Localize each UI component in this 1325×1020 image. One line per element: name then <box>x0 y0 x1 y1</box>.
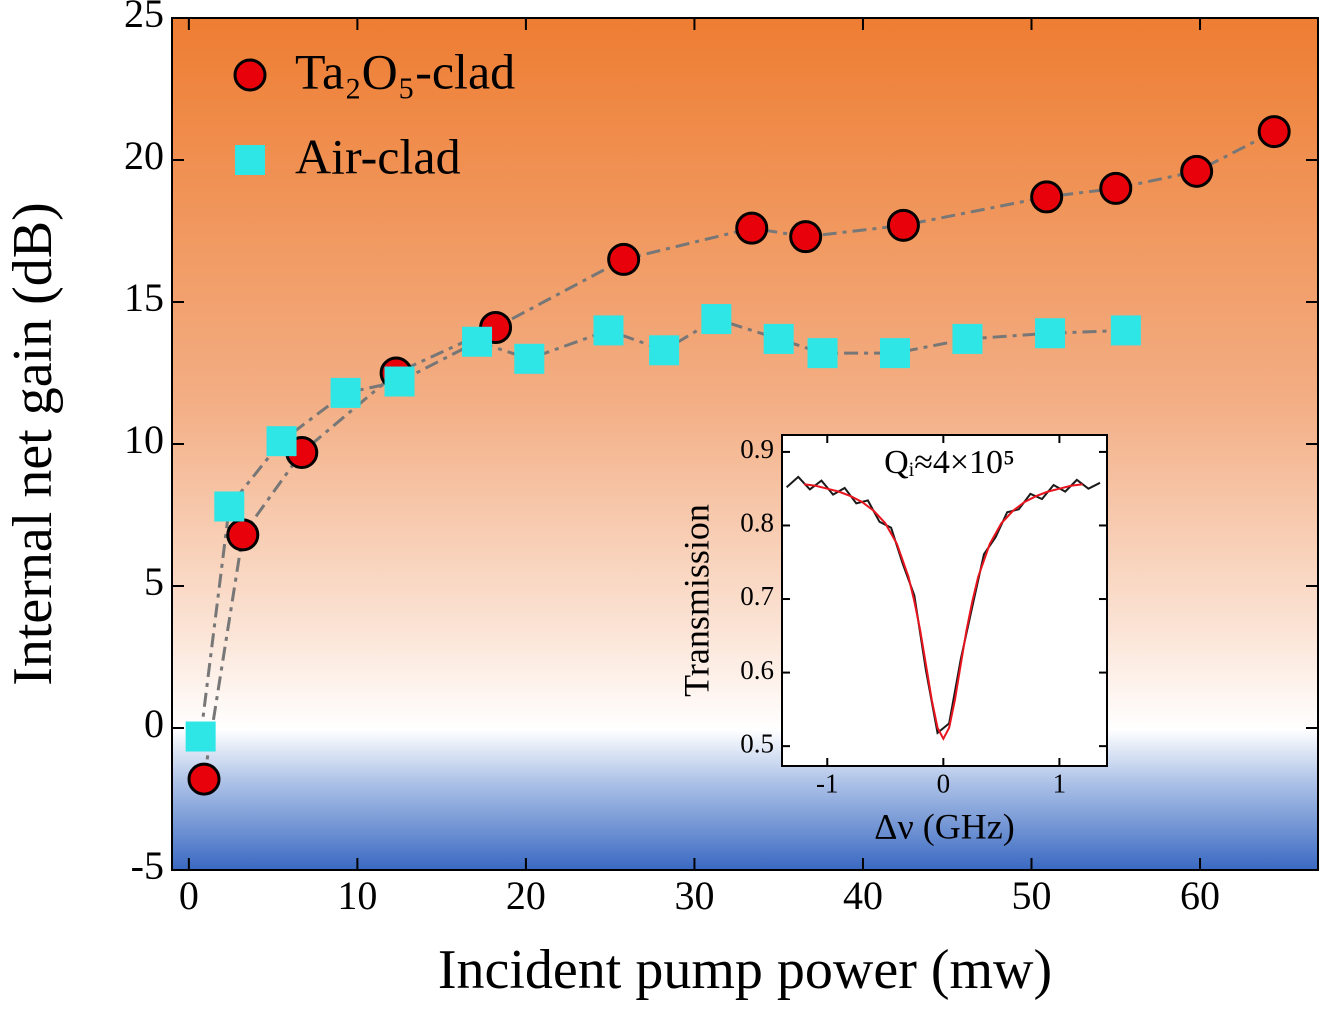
point <box>214 491 245 522</box>
point <box>735 211 769 245</box>
x-tick-label: 10 <box>337 873 377 918</box>
x-tick-label: 30 <box>674 873 714 918</box>
x-axis-label: Incident pump power (mw) <box>438 939 1052 1001</box>
legend-label: Ta₂O₅-clad <box>295 43 515 99</box>
point <box>514 343 545 374</box>
y-tick-label: 25 <box>124 0 164 36</box>
x-tick-label: 1 <box>1053 768 1067 798</box>
x-tick-label: -1 <box>816 768 839 798</box>
y-axis-label: Internal net gain (dB) <box>2 202 64 686</box>
y-tick-label: 0.8 <box>740 508 774 538</box>
point <box>807 338 838 369</box>
y-tick-label: 10 <box>124 417 164 462</box>
plot-background <box>782 435 1107 766</box>
plot-frame <box>781 434 1108 767</box>
annotation: Qᵢ≈4×10⁵ <box>884 444 1015 481</box>
point <box>607 242 641 276</box>
y-tick-label: 0.9 <box>740 434 774 464</box>
y-tick-label: 0 <box>144 701 164 746</box>
plot-frame <box>171 17 1319 871</box>
series-line <box>803 483 1083 741</box>
point <box>226 518 260 552</box>
point <box>384 366 415 397</box>
point <box>266 426 297 457</box>
point <box>1099 171 1133 205</box>
plot-background <box>172 18 1318 870</box>
point <box>789 220 823 254</box>
point <box>763 323 794 354</box>
point <box>701 304 732 335</box>
y-axis-label: Transmission <box>676 504 716 697</box>
point <box>185 721 216 752</box>
x-tick-label: 40 <box>843 873 883 918</box>
point <box>1030 180 1064 214</box>
legend-marker <box>235 145 265 175</box>
legend-label: Air-clad <box>295 128 461 184</box>
y-tick-label: -5 <box>131 843 164 888</box>
x-tick-label: 0 <box>179 873 199 918</box>
point <box>1180 154 1214 188</box>
point <box>1110 315 1141 346</box>
x-tick-label: 50 <box>1012 873 1052 918</box>
x-tick-label: 20 <box>506 873 546 918</box>
x-tick-label: 0 <box>937 768 951 798</box>
y-tick-label: 0.7 <box>740 581 774 611</box>
point <box>187 762 221 796</box>
point <box>649 335 680 366</box>
x-axis-label: Δν (GHz) <box>874 806 1014 846</box>
y-tick-label: 5 <box>144 559 164 604</box>
point <box>1035 318 1066 349</box>
point <box>462 326 493 357</box>
y-tick-label: 15 <box>124 275 164 320</box>
point <box>330 377 361 408</box>
y-tick-label: 0.6 <box>740 655 774 685</box>
point <box>1257 115 1291 149</box>
point <box>593 315 624 346</box>
point <box>879 338 910 369</box>
x-tick-label: 60 <box>1180 873 1220 918</box>
point <box>952 323 983 354</box>
y-tick-label: 0.5 <box>740 728 774 758</box>
point <box>886 208 920 242</box>
y-tick-label: 20 <box>124 133 164 178</box>
legend-marker <box>233 58 267 92</box>
